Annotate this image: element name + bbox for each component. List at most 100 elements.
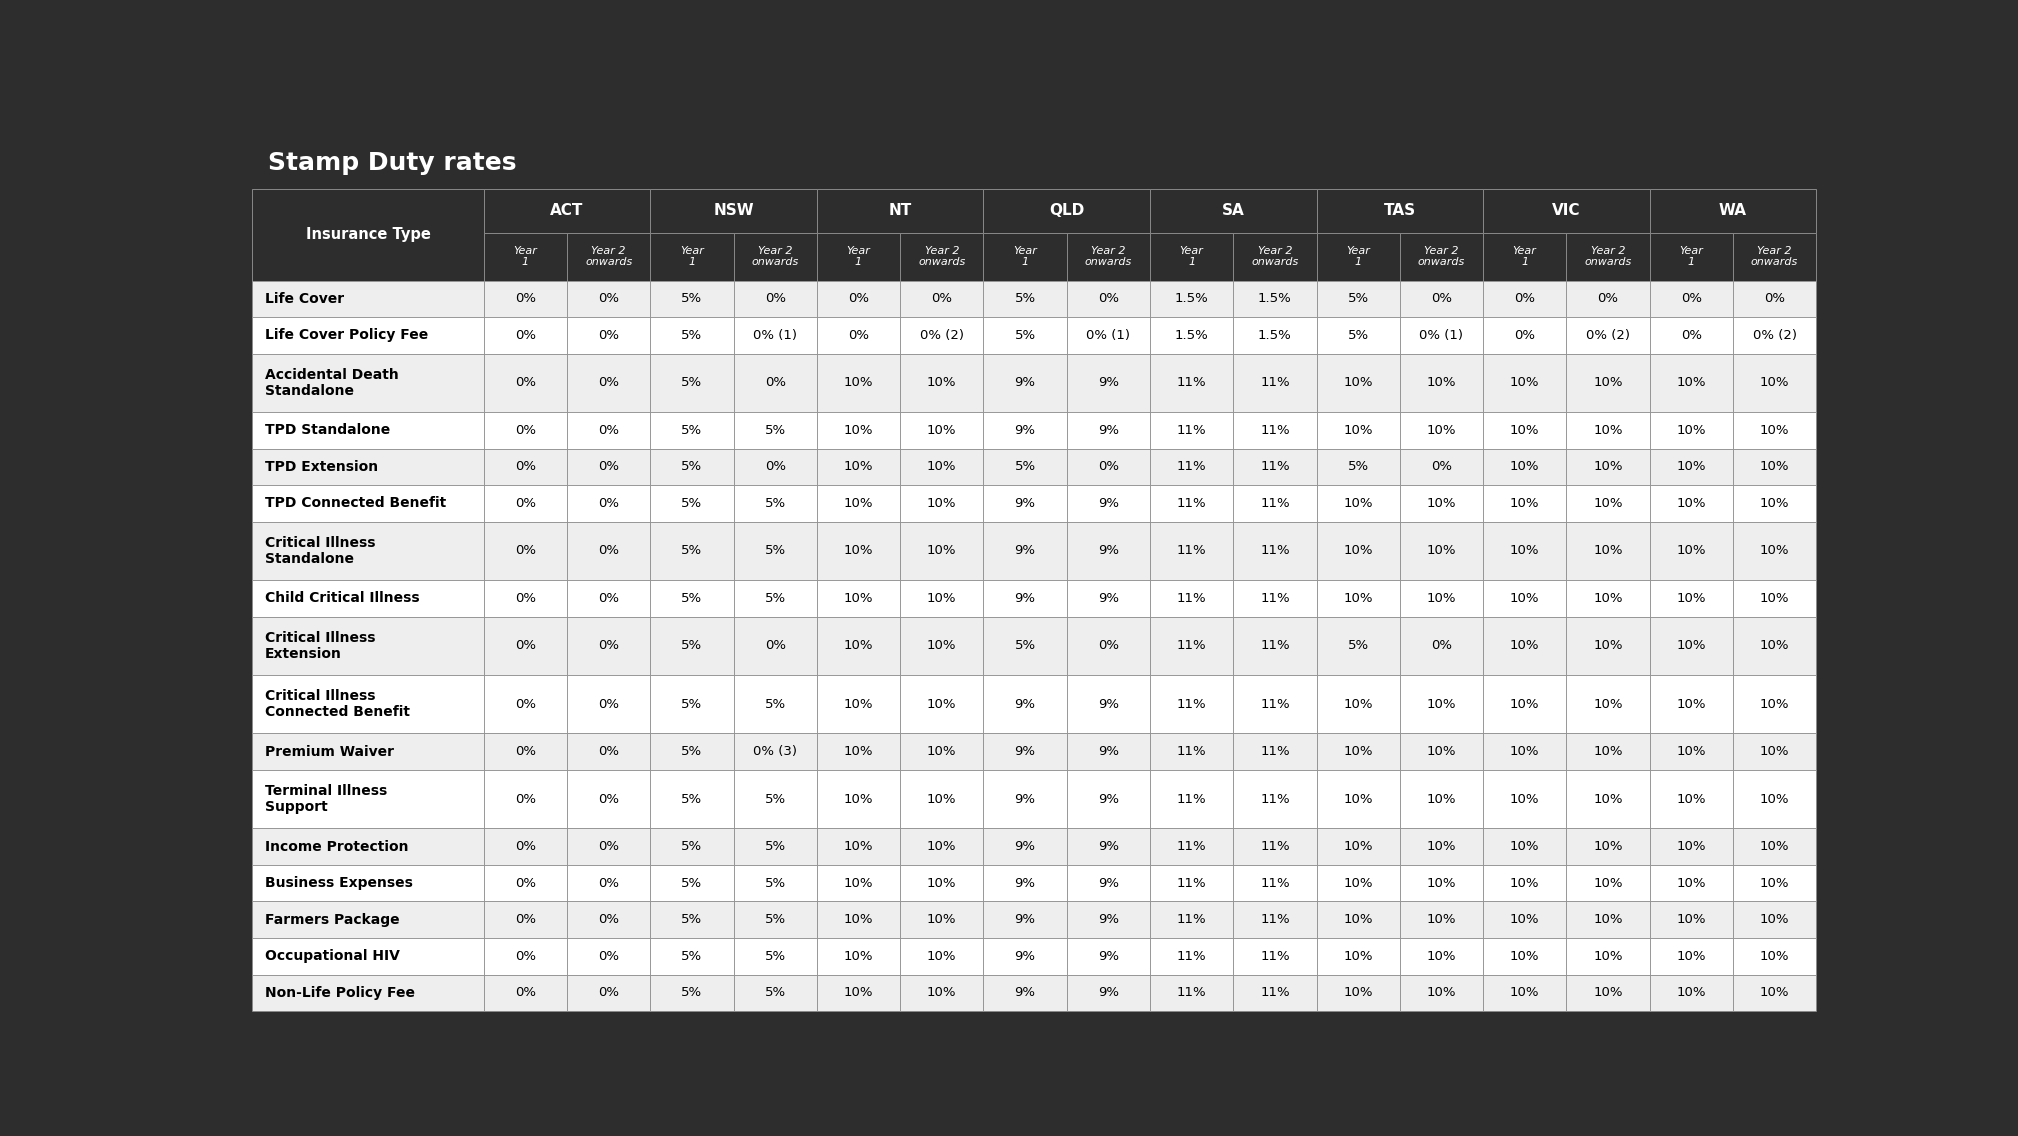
Text: 10%: 10% [1677, 793, 1705, 805]
Bar [1233, 938, 1316, 975]
Text: 10%: 10% [1509, 376, 1540, 390]
Text: 5%: 5% [1348, 329, 1368, 342]
Bar [735, 902, 817, 938]
Text: 10%: 10% [926, 698, 957, 711]
Bar [1400, 617, 1483, 675]
Bar [735, 485, 817, 521]
Bar [484, 233, 567, 281]
Text: 9%: 9% [1015, 877, 1035, 889]
Text: 0%: 0% [515, 745, 537, 758]
Text: 10%: 10% [1594, 592, 1622, 604]
Text: 11%: 11% [1259, 745, 1290, 758]
Bar [1400, 734, 1483, 770]
Text: 9%: 9% [1015, 950, 1035, 963]
Bar [1316, 449, 1400, 485]
Bar [1400, 902, 1483, 938]
Text: 10%: 10% [1677, 376, 1705, 390]
Text: 11%: 11% [1259, 460, 1290, 474]
Text: 5%: 5% [682, 745, 702, 758]
Text: 0%: 0% [1431, 460, 1451, 474]
Text: 0%: 0% [1431, 640, 1451, 652]
Bar [252, 521, 484, 580]
Bar [983, 412, 1068, 449]
Bar [1649, 580, 1733, 617]
Text: Year 2
onwards: Year 2 onwards [585, 245, 632, 267]
Bar [567, 902, 650, 938]
Bar [983, 902, 1068, 938]
Bar [1233, 864, 1316, 902]
Text: 5%: 5% [765, 424, 785, 437]
Text: Year
1: Year 1 [846, 245, 870, 267]
Bar [1400, 521, 1483, 580]
Bar [1733, 317, 1816, 353]
Bar [650, 412, 735, 449]
Bar [1150, 902, 1233, 938]
Text: 10%: 10% [1509, 698, 1540, 711]
Bar [735, 975, 817, 1011]
Bar [1483, 938, 1566, 975]
Bar [983, 521, 1068, 580]
Text: 10%: 10% [1677, 877, 1705, 889]
Text: 0%: 0% [1098, 460, 1118, 474]
Bar [1483, 617, 1566, 675]
Bar [735, 580, 817, 617]
Bar [817, 975, 900, 1011]
Bar [1150, 233, 1233, 281]
Text: 11%: 11% [1259, 544, 1290, 558]
Bar [817, 281, 900, 317]
Text: 10%: 10% [844, 877, 874, 889]
Text: 10%: 10% [1509, 544, 1540, 558]
Text: 11%: 11% [1259, 913, 1290, 926]
Bar [650, 449, 735, 485]
Bar [1566, 449, 1649, 485]
Text: 11%: 11% [1259, 592, 1290, 604]
Text: 11%: 11% [1176, 950, 1207, 963]
Text: 11%: 11% [1259, 640, 1290, 652]
Text: 10%: 10% [1427, 877, 1457, 889]
Text: 9%: 9% [1015, 841, 1035, 853]
Text: 5%: 5% [682, 877, 702, 889]
Bar [1649, 675, 1733, 734]
Bar [484, 580, 567, 617]
Bar [1316, 975, 1400, 1011]
Text: 5%: 5% [1348, 292, 1368, 306]
Bar [1566, 902, 1649, 938]
Bar [484, 317, 567, 353]
Text: 10%: 10% [1594, 496, 1622, 510]
Text: 0%: 0% [515, 877, 537, 889]
Bar [1150, 938, 1233, 975]
Text: 0%: 0% [597, 913, 620, 926]
Text: 9%: 9% [1015, 745, 1035, 758]
Bar [817, 902, 900, 938]
Text: 10%: 10% [926, 950, 957, 963]
Bar [1233, 412, 1316, 449]
Bar [1649, 770, 1733, 828]
Text: 10%: 10% [1344, 793, 1372, 805]
Text: 5%: 5% [682, 496, 702, 510]
Text: 5%: 5% [1015, 329, 1035, 342]
Text: 10%: 10% [844, 424, 874, 437]
Text: 10%: 10% [844, 950, 874, 963]
Bar [1233, 317, 1316, 353]
Bar [1649, 938, 1733, 975]
Bar [1483, 864, 1566, 902]
Text: 9%: 9% [1098, 544, 1118, 558]
Text: 10%: 10% [1677, 913, 1705, 926]
Text: 0%: 0% [848, 292, 870, 306]
Text: Insurance Type: Insurance Type [305, 227, 430, 242]
Bar [1233, 770, 1316, 828]
Text: 11%: 11% [1259, 877, 1290, 889]
Text: 10%: 10% [1509, 986, 1540, 1000]
Bar [1233, 449, 1316, 485]
Text: Critical Illness
Connected Benefit: Critical Illness Connected Benefit [264, 690, 410, 719]
Text: 0%: 0% [515, 424, 537, 437]
Text: 10%: 10% [1594, 640, 1622, 652]
Text: 5%: 5% [682, 841, 702, 853]
Text: 10%: 10% [1427, 376, 1457, 390]
Bar [484, 521, 567, 580]
Text: Year
1: Year 1 [513, 245, 537, 267]
Bar [650, 675, 735, 734]
Text: 0%: 0% [597, 544, 620, 558]
Text: 10%: 10% [1594, 877, 1622, 889]
Text: 10%: 10% [1427, 745, 1457, 758]
